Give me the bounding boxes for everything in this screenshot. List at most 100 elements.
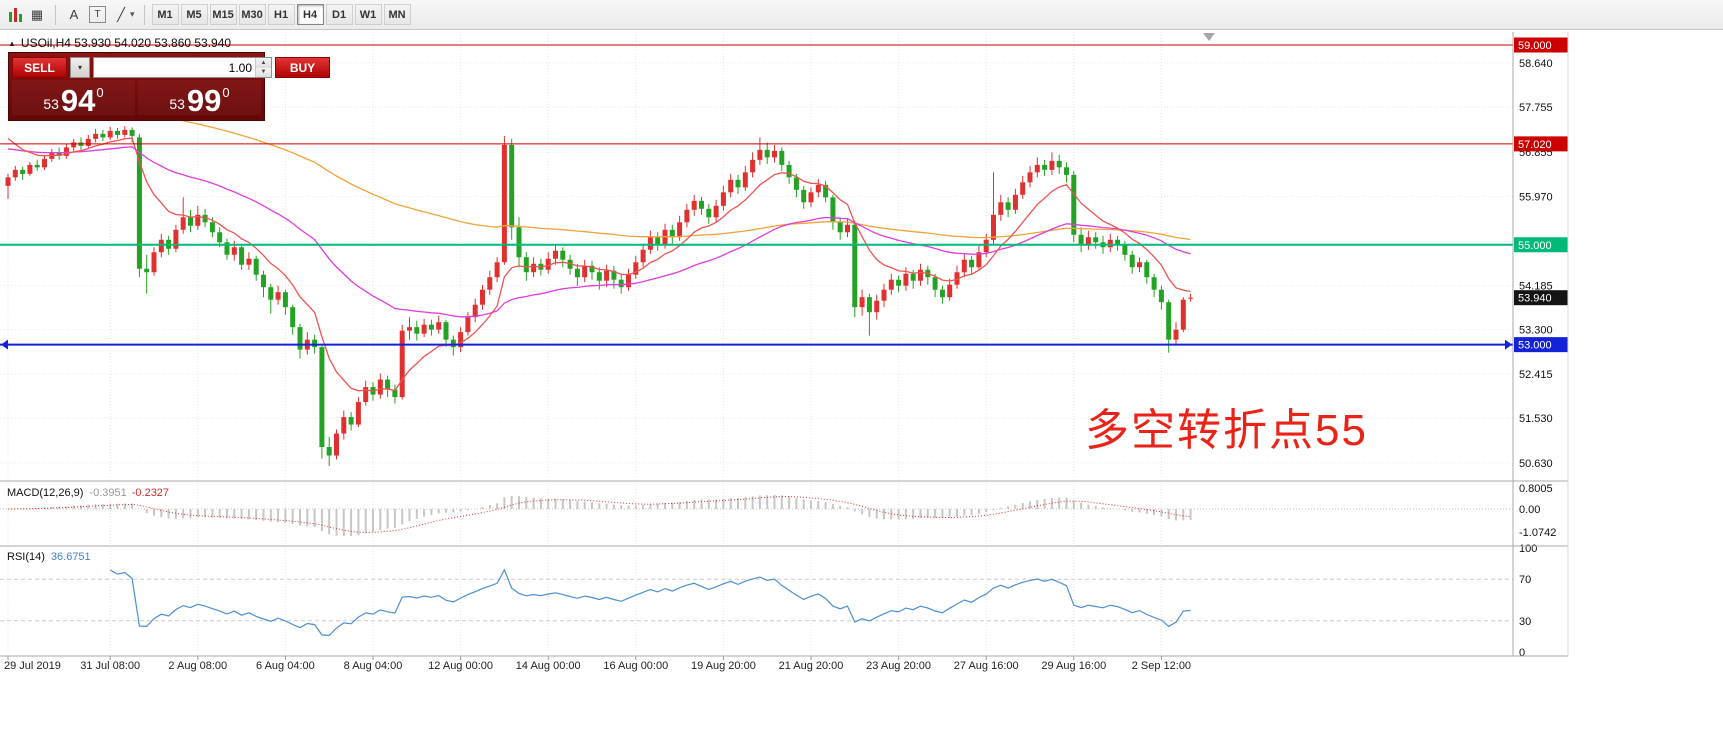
candle-body [633,262,639,275]
candle-body [669,229,675,238]
price-badge-label: 55.000 [1518,240,1552,252]
volume-input[interactable] [94,58,255,77]
candle-body [560,250,566,260]
candle-body [392,389,398,398]
candle-body [910,273,916,281]
rsi-indicator-label: RSI(14) 36.6751 [7,551,91,563]
candle-body [385,379,391,390]
candle-body [918,269,923,281]
candle-body [961,259,967,273]
bid-price[interactable]: 53 94 0 [12,80,135,116]
tile-windows-icon[interactable]: ▦ [30,6,44,22]
tf-button-m15[interactable]: M15 [209,4,237,25]
text-tool-icon[interactable]: T [89,6,106,23]
ask-price[interactable]: 53 99 0 [138,80,261,118]
time-axis-label: 2 Sep 12:00 [1132,660,1191,672]
candle-body [523,257,529,273]
candle-body [1115,239,1121,245]
candle-body [1137,262,1142,268]
price-badge-label: 57.020 [1518,139,1552,151]
candlestick-chart-icon[interactable] [5,4,25,26]
candle-body [618,279,624,288]
bid-price-small: 53 [43,96,59,113]
one-click-trading-panel: SELL ▾ ▲ ▼ BUY 53 94 0 53 99 0 [8,52,330,121]
candle-body [1122,244,1128,255]
tf-button-d1[interactable]: D1 [325,4,353,25]
rsi-line [109,568,1191,637]
candle-body [494,262,500,278]
candle-body [436,322,442,330]
candle-body [93,133,99,139]
candle-body [202,214,208,223]
candle-body [1049,160,1055,170]
candle-body [845,224,850,233]
time-axis-label: 23 Aug 20:00 [866,660,931,672]
candle-body [428,324,434,330]
font-icon[interactable]: A [69,7,79,22]
candle-body [1064,167,1069,175]
candle-body [480,289,485,305]
candle-body [1166,302,1172,340]
tf-button-m5[interactable]: M5 [180,4,208,25]
buy-button[interactable]: BUY [275,57,330,78]
time-axis-label: 14 Aug 00:00 [516,660,581,672]
candle-body [640,249,646,263]
tf-button-m1[interactable]: M1 [151,4,179,25]
candle-body [553,250,558,259]
draw-tools-icon[interactable]: ╱ [117,6,125,22]
candle-body [779,150,785,165]
candle-body [1180,299,1186,330]
sell-button[interactable]: SELL [12,57,67,78]
candle-body [991,214,996,240]
candle-body [720,192,726,206]
chart-title: USOil,H4 53.930 54.020 53.860 53.940 [20,36,232,50]
time-axis-label: 2 Aug 08:00 [168,660,227,672]
candle-body [1107,239,1113,248]
price-scale-label: 57.755 [1519,102,1553,114]
candle-body [772,150,777,158]
symbol-ohlc-line: ▲ USOil,H4 53.930 54.020 53.860 53.940 [8,36,231,50]
price-scale-label: 53.300 [1519,325,1553,337]
candle-body [34,164,40,168]
ask-price-big: 99 [186,82,222,118]
dropdown-caret-icon[interactable]: ▾ [130,9,135,19]
toolbar-separator [143,4,145,25]
candle-body [421,324,427,334]
volume-dropdown-button[interactable]: ▾ [70,57,90,78]
tf-button-h1[interactable]: H1 [267,4,295,25]
tf-button-w1[interactable]: W1 [354,4,382,25]
rsi-value: 36.6751 [50,551,91,563]
candle-body [823,184,829,198]
candle-body [268,287,274,300]
price-badge [1514,136,1568,152]
candle-body [596,272,602,281]
candle-body [195,214,201,226]
spinner-down-icon[interactable]: ▼ [256,67,271,77]
price-scale-label: 51.530 [1519,413,1553,425]
candle-body [699,200,704,209]
candle-body [355,402,361,425]
candle-body [158,239,164,253]
candle-body [954,272,960,285]
candle-body [852,224,858,308]
candle-body [1042,164,1048,170]
tf-button-h4[interactable]: H4 [296,4,324,25]
chart-shift-marker[interactable] [1203,33,1215,41]
candle-body [757,149,763,160]
candle-body [1158,289,1164,303]
price-scale-label: 58.640 [1519,58,1553,70]
macd-scale-label: -1.0742 [1519,527,1556,539]
rsi-scale-label: 30 [1519,616,1531,628]
one-click-toggle[interactable]: ▲ [8,38,16,48]
candle-body [1085,237,1091,245]
tf-button-mn[interactable]: MN [383,4,411,25]
candle-body [275,292,281,300]
time-axis-label: 16 Aug 00:00 [603,660,668,672]
candle-body [297,327,303,350]
candle-body [144,268,150,273]
candle-body [837,222,843,233]
candle-body [5,177,11,186]
spinner-up-icon[interactable]: ▲ [256,58,271,68]
tf-button-m30[interactable]: M30 [238,4,266,25]
